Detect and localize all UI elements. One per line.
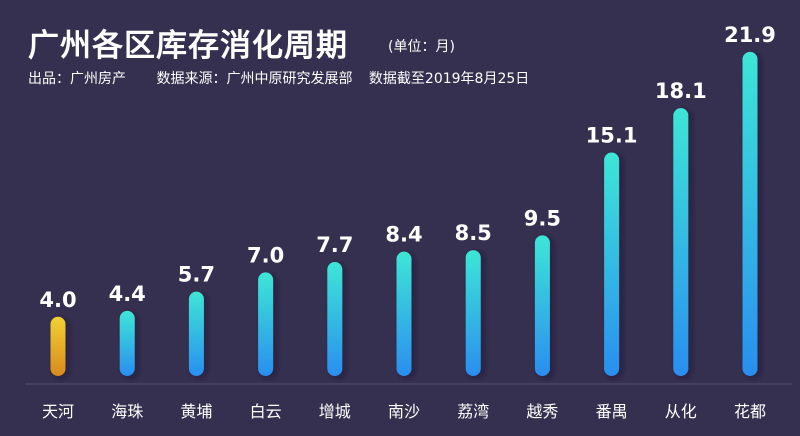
chart-title: 广州各区库存消化周期 (28, 28, 348, 64)
x-tick-label: 从化 (665, 402, 697, 421)
credits: 出品：广州房产 数据来源：广州中原研究发展部 数据截至2019年8月25日 (28, 68, 555, 88)
bar-番禺 (604, 152, 620, 376)
producer-text: 出品：广州房产 (28, 71, 126, 87)
data-label: 15.1 (586, 124, 638, 148)
x-tick-label: 越秀 (526, 402, 558, 421)
bar-越秀 (534, 235, 550, 376)
x-tick-label: 白云 (250, 402, 282, 421)
data-label: 7.0 (247, 243, 284, 267)
data-label: 4.0 (39, 288, 76, 312)
bar-黄埔 (188, 291, 204, 376)
data-label: 7.7 (316, 233, 353, 257)
bar-天河 (50, 316, 66, 376)
bar-增城 (327, 262, 343, 376)
x-tick-label: 花都 (734, 402, 766, 421)
x-tick-label: 荔湾 (457, 402, 489, 421)
data-label: 21.9 (724, 23, 776, 47)
source-text: 数据来源：广州中原研究发展部 (156, 71, 353, 87)
bar-海珠 (119, 310, 135, 376)
data-label: 8.5 (455, 221, 492, 245)
date-text: 数据截至2019年8月25日 (368, 71, 530, 87)
data-label: 8.4 (385, 223, 422, 247)
bar-从化 (673, 108, 689, 377)
bar-南沙 (396, 251, 412, 376)
data-label: 18.1 (655, 79, 707, 103)
bar-花都 (742, 51, 758, 376)
unit-label: (单位：月) (388, 39, 455, 55)
data-label: 9.5 (524, 206, 561, 230)
bar-白云 (258, 272, 274, 376)
x-tick-label: 天河 (42, 402, 74, 421)
bar-荔湾 (465, 250, 481, 376)
x-tick-label: 南沙 (388, 402, 420, 421)
x-tick-label: 海珠 (111, 402, 143, 421)
data-label: 5.7 (178, 263, 215, 287)
x-tick-label: 番禺 (596, 402, 628, 421)
x-tick-label: 增城 (319, 402, 351, 421)
x-tick-label: 黄埔 (180, 402, 212, 421)
data-label: 4.4 (109, 282, 146, 306)
